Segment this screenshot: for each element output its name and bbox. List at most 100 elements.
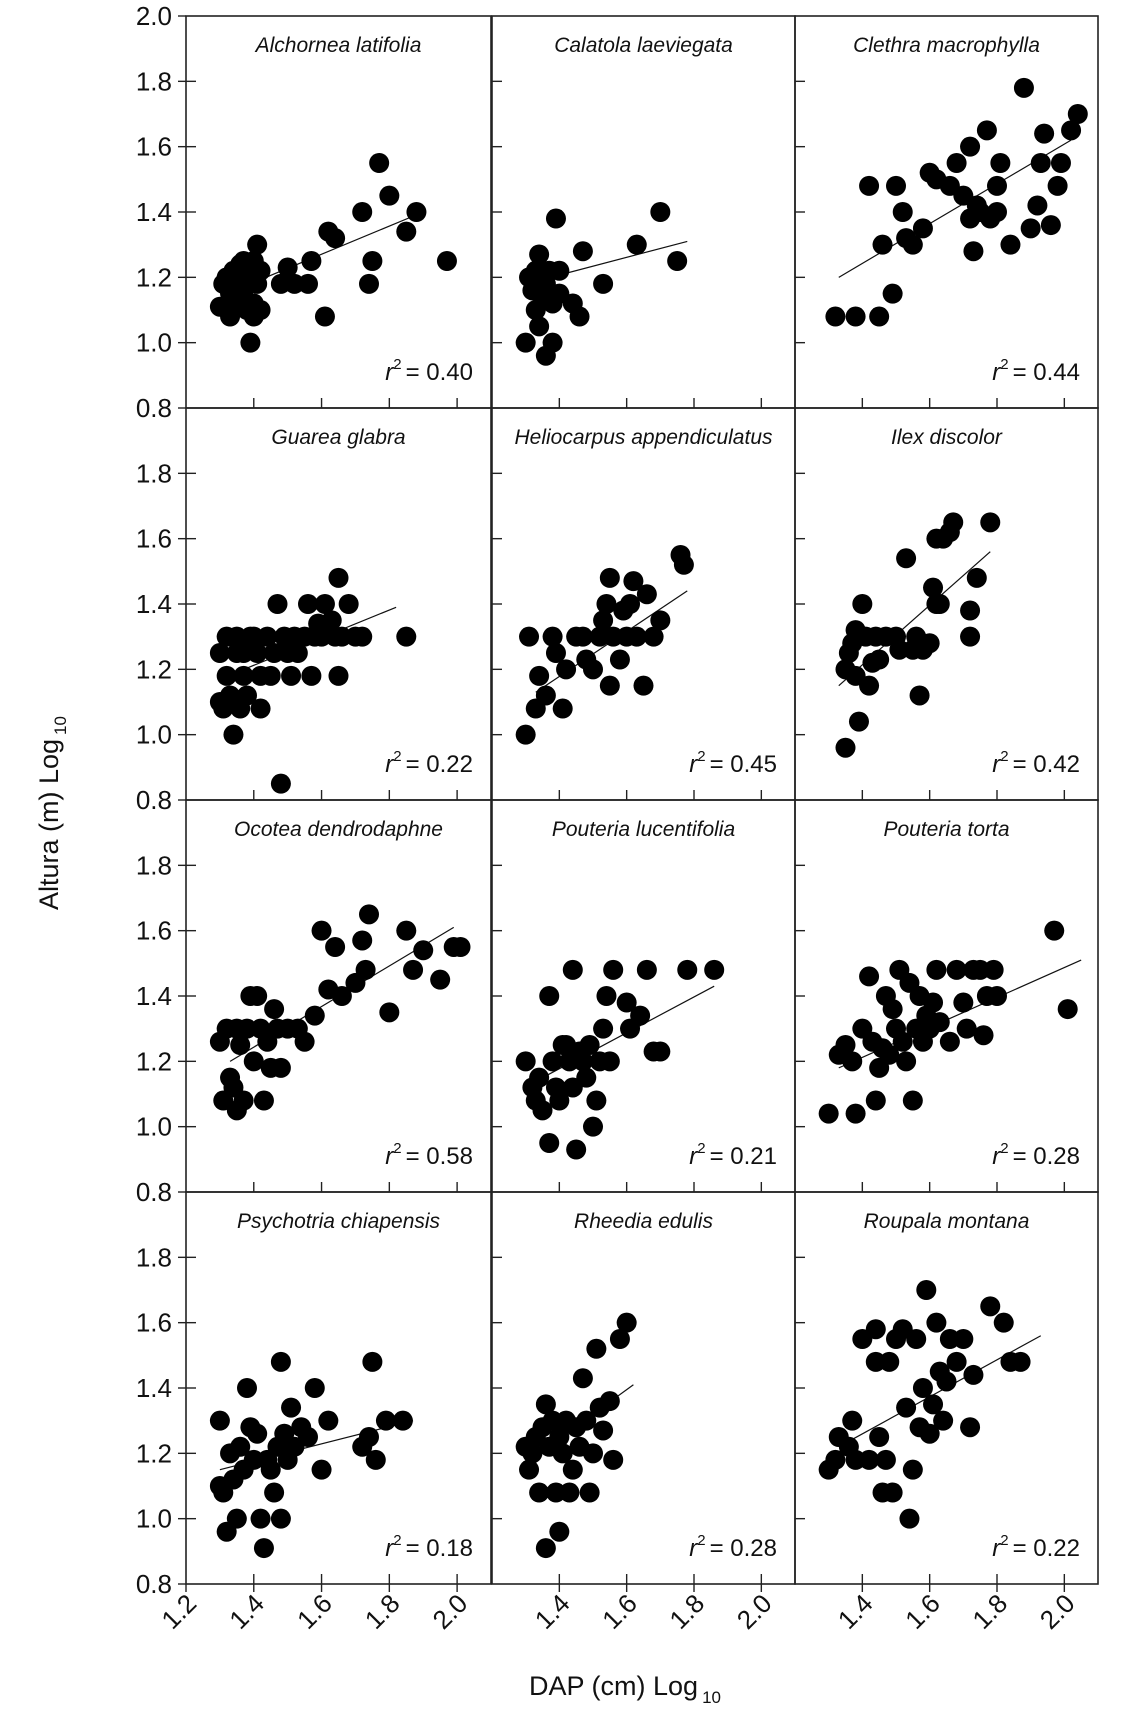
- data-point: [956, 1018, 977, 1039]
- r-squared-label: r2 = 0.42: [992, 748, 1080, 778]
- data-point: [859, 175, 880, 196]
- y-tick-label: 1.0: [136, 328, 172, 358]
- panel-frame: [491, 1191, 796, 1585]
- data-point: [247, 643, 268, 663]
- data-point: [260, 665, 281, 686]
- data-point: [579, 1482, 600, 1503]
- data-point: [859, 1449, 880, 1470]
- data-point: [596, 986, 617, 1006]
- data-point: [403, 959, 424, 980]
- y-tick-label: 1.4: [136, 589, 172, 619]
- data-point: [362, 251, 383, 271]
- data-point: [859, 966, 880, 987]
- data-point: [896, 1397, 917, 1418]
- x-tick-label: 1.4: [529, 1588, 576, 1635]
- data-point: [321, 610, 342, 631]
- data-point: [818, 1103, 839, 1124]
- y-tick-label: 1.8: [136, 850, 172, 880]
- data-point: [369, 153, 390, 173]
- data-point: [270, 1351, 291, 1372]
- data-point: [643, 626, 664, 647]
- data-point: [626, 234, 647, 255]
- data-point: [304, 1378, 325, 1398]
- data-point: [593, 273, 614, 294]
- data-point: [1013, 77, 1034, 98]
- panel-2: Calatola laeviegata: [491, 15, 796, 409]
- data-point: [946, 1351, 967, 1372]
- data-point: [545, 643, 566, 663]
- data-point: [620, 594, 641, 614]
- data-point: [267, 594, 288, 614]
- data-point: [549, 1427, 570, 1447]
- r-squared-label: r2 = 0.28: [992, 1140, 1080, 1170]
- panel-4: 0.8 1.0 1.2 1.4 1.6 1.8 Guarea glabra r2 = 0.22: [136, 407, 492, 815]
- data-point: [562, 1459, 583, 1480]
- y-tick-label: 1.2: [136, 1438, 172, 1468]
- data-point: [633, 675, 654, 696]
- data-point: [609, 1329, 630, 1349]
- data-point: [882, 999, 903, 1020]
- data-point: [673, 554, 694, 575]
- data-point: [852, 594, 873, 614]
- data-point: [623, 571, 644, 592]
- data-point: [250, 300, 271, 320]
- species-title: Ocotea dendrodaphne: [234, 818, 443, 841]
- species-title: Roupala montana: [864, 1210, 1030, 1233]
- data-point: [579, 1035, 600, 1055]
- data-point: [912, 218, 933, 239]
- data-point: [515, 1051, 536, 1072]
- data-point: [879, 1044, 900, 1065]
- data-point: [869, 1427, 890, 1447]
- data-point: [1010, 1351, 1031, 1372]
- data-point: [912, 1378, 933, 1398]
- panel-frame: [491, 799, 796, 1193]
- data-point: [872, 234, 893, 255]
- y-tick-label: 1.0: [136, 1112, 172, 1142]
- data-point: [1050, 153, 1071, 173]
- panel-frame: [491, 407, 796, 801]
- panel-11: 1.4 1.6 1.8 2.0 Rheedia edulis r2 = 0.28: [491, 1191, 796, 1635]
- r-squared-label: r2 = 0.22: [992, 1532, 1080, 1562]
- y-tick-label: 1.8: [136, 66, 172, 96]
- data-point: [845, 306, 866, 327]
- data-point: [223, 724, 244, 745]
- data-point: [298, 273, 318, 294]
- data-point: [583, 659, 603, 680]
- data-point: [532, 1100, 553, 1121]
- data-point: [430, 969, 451, 990]
- data-point: [314, 594, 335, 614]
- data-point: [515, 724, 536, 745]
- data-point: [413, 940, 434, 961]
- data-point: [572, 626, 593, 647]
- data-point: [987, 175, 1007, 196]
- x-tick-label: 2.0: [731, 1588, 778, 1635]
- data-point: [331, 986, 352, 1006]
- data-point: [865, 1319, 886, 1340]
- data-point: [572, 241, 593, 262]
- data-point: [264, 999, 285, 1020]
- data-point: [569, 306, 590, 327]
- data-point: [1067, 104, 1088, 124]
- data-point: [845, 1103, 866, 1124]
- species-title: Guarea glabra: [271, 426, 405, 449]
- data-point: [562, 959, 583, 980]
- panel-5: Heliocarpus appendiculatus r2 = 0.45: [491, 407, 796, 801]
- x-tick-label: 2.0: [427, 1588, 474, 1635]
- data-point: [616, 1312, 637, 1333]
- data-point: [923, 1394, 944, 1415]
- r-squared-label: r2 = 0.22: [385, 748, 473, 778]
- data-point: [626, 626, 647, 647]
- data-point: [1000, 234, 1021, 255]
- data-point: [963, 1364, 984, 1385]
- data-point: [396, 221, 417, 242]
- data-point: [352, 930, 373, 951]
- data-point: [216, 665, 237, 686]
- data-point: [253, 1538, 274, 1559]
- r-squared-label: r2 = 0.21: [689, 1140, 777, 1170]
- data-point: [976, 120, 997, 141]
- data-point: [1034, 123, 1055, 144]
- panel-3: Clethra macrophylla r2 = 0.44: [794, 15, 1099, 409]
- data-point: [929, 1012, 950, 1033]
- data-point: [338, 594, 359, 614]
- data-point: [983, 959, 1004, 980]
